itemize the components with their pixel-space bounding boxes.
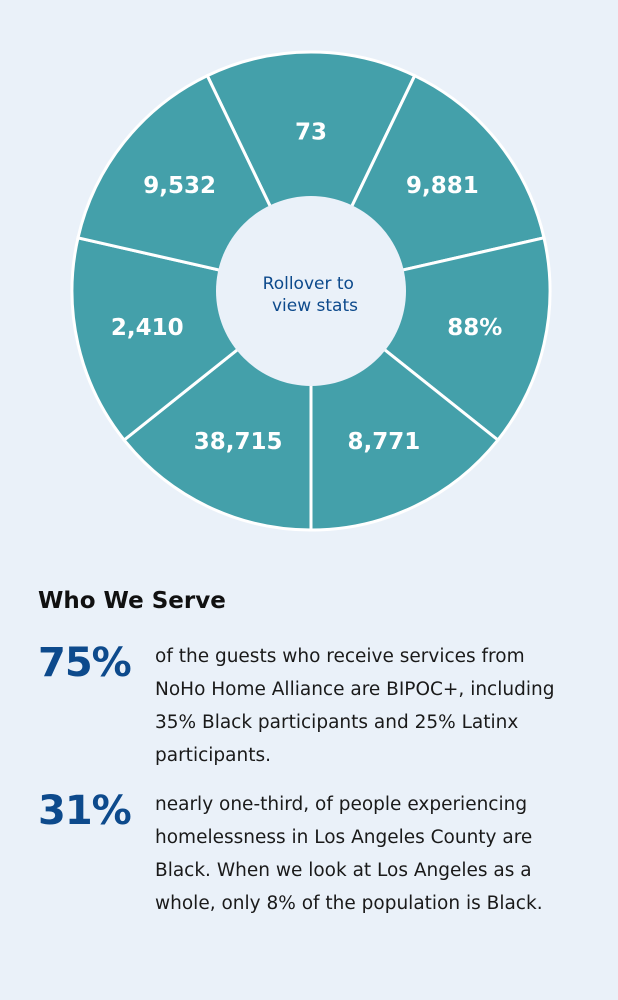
stat-description: nearly one-third, of people experiencing…	[155, 794, 543, 914]
center-circle	[216, 196, 406, 386]
center-label: Rollover to view stats	[263, 274, 360, 316]
stat-description: of the guests who receive services from …	[155, 646, 555, 766]
center-label-line-2: view stats	[272, 296, 358, 316]
section-title: Who We Serve	[38, 588, 226, 614]
stat-number: 31%	[38, 788, 132, 834]
stat-number: 75%	[38, 640, 132, 686]
center-label-line-1: Rollover to	[263, 274, 354, 294]
